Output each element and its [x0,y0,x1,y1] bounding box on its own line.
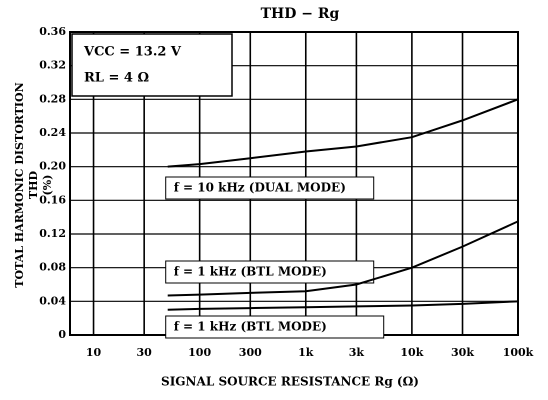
y-tick-label: 0.24 [39,126,66,139]
y-tick-label: 0.20 [39,160,66,173]
x-tick-label: 3k [349,346,365,359]
series-label: f = 10 kHz (DUAL MODE) [174,181,346,195]
y-axis-label-line: THD [27,170,40,199]
y-tick-label: 0.08 [39,261,66,274]
x-tick-label: 300 [239,346,262,359]
y-axis-label-line: (%) [41,175,54,196]
series-label: f = 1 kHz (BTL MODE) [174,265,327,279]
x-tick-label: 10k [400,346,423,359]
x-axis-label: SIGNAL SOURCE RESISTANCE Rg (Ω) [161,375,419,389]
annotation: RL = 4 Ω [84,71,149,86]
y-tick-label: 0.36 [39,25,66,38]
y-tick-label: 0.32 [39,59,66,72]
x-tick-label: 100k [503,346,534,359]
x-tick-label: 1k [298,346,314,359]
y-tick-label: 0.12 [39,227,66,240]
annotation-box [71,33,233,97]
x-tick-label: 10 [86,346,102,359]
series-line [167,300,519,311]
y-tick-label: 0.16 [39,193,66,206]
series-label-box [165,315,385,339]
x-tick-label: 100 [188,346,211,359]
y-axis-label-line: TOTAL HARMONIC DISTORTION [13,82,26,287]
series-label-box [165,176,375,200]
series-line [167,98,519,168]
annotation: VCC = 13.2 V [83,45,182,60]
y-tick-label: 0 [58,328,66,341]
series-label-box [165,260,375,284]
series-line [167,220,519,297]
y-axis-label: TOTAL HARMONIC DISTORTION THD (%) [13,82,54,287]
chart-title: THD − Rg [261,6,340,22]
x-tick-label: 30 [137,346,153,359]
x-tick-label: 30k [451,346,474,359]
y-tick-label: 0.28 [39,92,66,105]
y-tick-label: 0.04 [39,294,66,307]
series-label: f = 1 kHz (BTL MODE) [174,320,327,334]
